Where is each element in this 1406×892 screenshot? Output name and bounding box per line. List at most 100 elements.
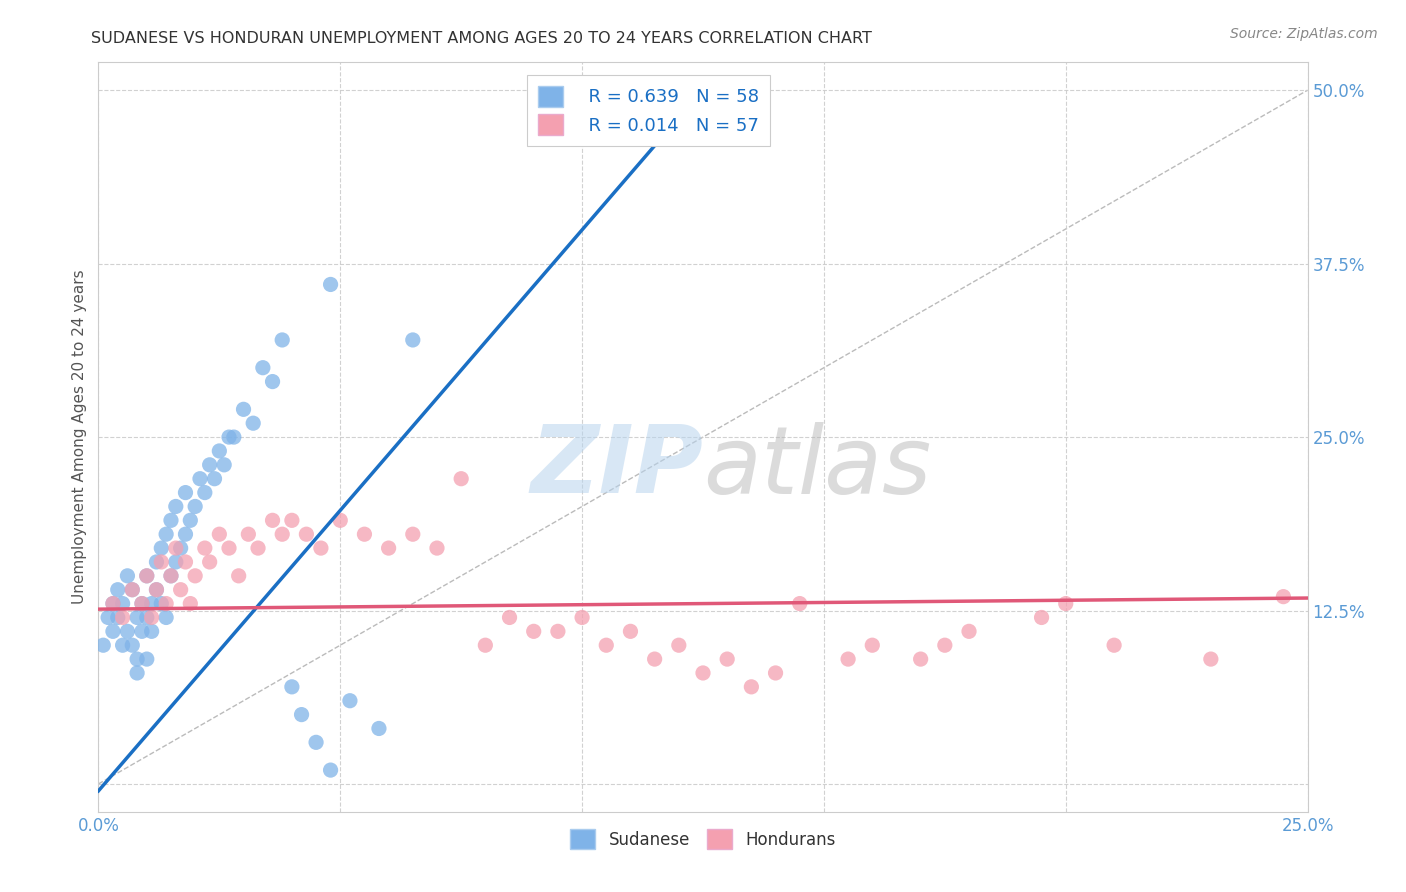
- Point: [174, 555, 197, 569]
- Point: [305, 735, 328, 749]
- Point: [716, 652, 738, 666]
- Point: [155, 597, 177, 611]
- Point: [169, 541, 191, 555]
- Point: [165, 500, 187, 514]
- Point: [271, 333, 294, 347]
- Point: [127, 652, 149, 666]
- Point: [238, 527, 260, 541]
- Point: [402, 527, 425, 541]
- Point: [934, 638, 956, 652]
- Y-axis label: Unemployment Among Ages 20 to 24 years: Unemployment Among Ages 20 to 24 years: [72, 269, 87, 605]
- Point: [319, 277, 342, 292]
- Point: [290, 707, 312, 722]
- Point: [281, 513, 304, 527]
- Point: [198, 458, 221, 472]
- Point: [571, 610, 593, 624]
- Point: [252, 360, 274, 375]
- Point: [145, 555, 167, 569]
- Point: [160, 569, 183, 583]
- Point: [117, 569, 139, 583]
- Point: [145, 582, 167, 597]
- Point: [218, 541, 240, 555]
- Point: [450, 472, 472, 486]
- Point: [184, 500, 207, 514]
- Point: [107, 610, 129, 624]
- Point: [194, 541, 217, 555]
- Point: [155, 527, 177, 541]
- Point: [141, 597, 163, 611]
- Point: [281, 680, 304, 694]
- Point: [160, 513, 183, 527]
- Point: [1054, 597, 1077, 611]
- Point: [262, 375, 284, 389]
- Point: [131, 624, 153, 639]
- Point: [837, 652, 859, 666]
- Text: ZIP: ZIP: [530, 421, 703, 513]
- Legend: Sudanese, Hondurans: Sudanese, Hondurans: [564, 822, 842, 855]
- Point: [910, 652, 932, 666]
- Point: [860, 638, 883, 652]
- Point: [1102, 638, 1125, 652]
- Point: [402, 333, 425, 347]
- Point: [353, 527, 375, 541]
- Point: [160, 569, 183, 583]
- Point: [474, 638, 496, 652]
- Point: [117, 624, 139, 639]
- Point: [377, 541, 399, 555]
- Point: [101, 597, 124, 611]
- Point: [204, 472, 226, 486]
- Point: [107, 582, 129, 597]
- Point: [957, 624, 980, 639]
- Point: [179, 513, 201, 527]
- Point: [188, 472, 211, 486]
- Point: [789, 597, 811, 611]
- Point: [1031, 610, 1053, 624]
- Point: [150, 541, 173, 555]
- Point: [150, 555, 173, 569]
- Point: [619, 624, 641, 639]
- Point: [1272, 590, 1295, 604]
- Point: [97, 610, 120, 624]
- Point: [218, 430, 240, 444]
- Text: Source: ZipAtlas.com: Source: ZipAtlas.com: [1230, 27, 1378, 41]
- Point: [740, 680, 762, 694]
- Point: [131, 597, 153, 611]
- Point: [135, 610, 157, 624]
- Point: [135, 569, 157, 583]
- Point: [101, 624, 124, 639]
- Point: [329, 513, 352, 527]
- Point: [271, 527, 294, 541]
- Point: [111, 597, 134, 611]
- Point: [145, 582, 167, 597]
- Point: [295, 527, 318, 541]
- Point: [208, 444, 231, 458]
- Point: [165, 555, 187, 569]
- Point: [165, 541, 187, 555]
- Point: [222, 430, 245, 444]
- Point: [368, 722, 391, 736]
- Point: [194, 485, 217, 500]
- Point: [547, 624, 569, 639]
- Point: [247, 541, 270, 555]
- Point: [184, 569, 207, 583]
- Point: [228, 569, 250, 583]
- Point: [174, 485, 197, 500]
- Point: [135, 652, 157, 666]
- Point: [595, 638, 617, 652]
- Point: [523, 624, 546, 639]
- Point: [127, 610, 149, 624]
- Point: [242, 416, 264, 430]
- Text: atlas: atlas: [703, 422, 931, 513]
- Point: [692, 665, 714, 680]
- Point: [121, 638, 143, 652]
- Point: [155, 610, 177, 624]
- Point: [208, 527, 231, 541]
- Point: [319, 763, 342, 777]
- Point: [141, 610, 163, 624]
- Point: [101, 597, 124, 611]
- Point: [121, 582, 143, 597]
- Point: [121, 582, 143, 597]
- Point: [262, 513, 284, 527]
- Point: [111, 610, 134, 624]
- Point: [765, 665, 787, 680]
